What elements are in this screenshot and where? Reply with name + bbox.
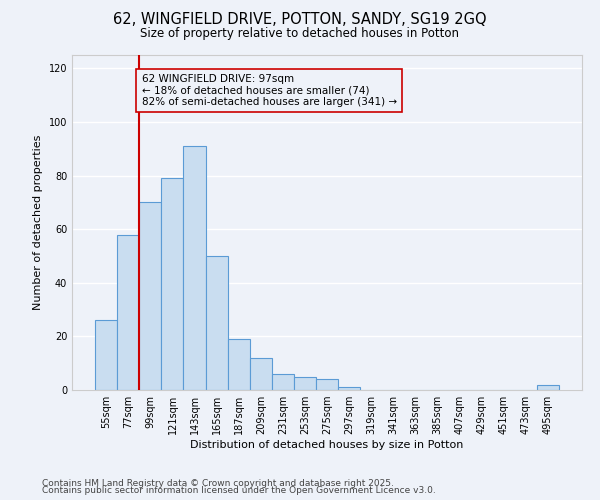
Text: Size of property relative to detached houses in Potton: Size of property relative to detached ho… <box>140 28 460 40</box>
Bar <box>95 320 117 390</box>
Text: Contains HM Land Registry data © Crown copyright and database right 2025.: Contains HM Land Registry data © Crown c… <box>42 478 394 488</box>
Text: Contains public sector information licensed under the Open Government Licence v3: Contains public sector information licen… <box>42 486 436 495</box>
Bar <box>184 146 206 390</box>
Bar <box>139 202 161 390</box>
Bar <box>294 376 316 390</box>
Text: 62 WINGFIELD DRIVE: 97sqm
← 18% of detached houses are smaller (74)
82% of semi-: 62 WINGFIELD DRIVE: 97sqm ← 18% of detac… <box>142 74 397 107</box>
Bar <box>272 374 294 390</box>
Bar <box>338 388 360 390</box>
Bar <box>227 339 250 390</box>
Bar <box>161 178 184 390</box>
Bar <box>316 380 338 390</box>
Text: 62, WINGFIELD DRIVE, POTTON, SANDY, SG19 2GQ: 62, WINGFIELD DRIVE, POTTON, SANDY, SG19… <box>113 12 487 28</box>
Y-axis label: Number of detached properties: Number of detached properties <box>33 135 43 310</box>
Bar <box>537 384 559 390</box>
Bar <box>117 234 139 390</box>
Bar <box>250 358 272 390</box>
X-axis label: Distribution of detached houses by size in Potton: Distribution of detached houses by size … <box>190 440 464 450</box>
Bar <box>206 256 227 390</box>
